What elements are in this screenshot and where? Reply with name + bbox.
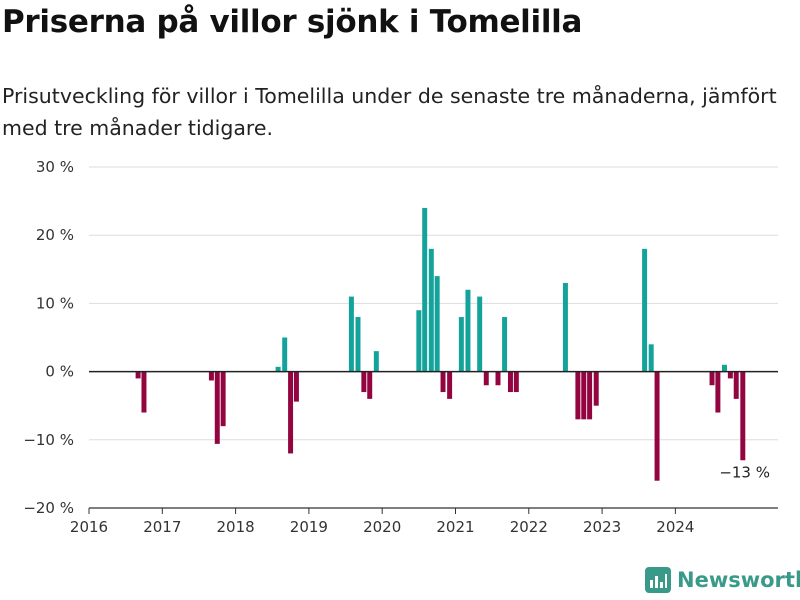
bar bbox=[465, 289, 471, 372]
bar bbox=[740, 371, 746, 461]
x-tick-label: 2017 bbox=[143, 518, 181, 536]
newsworthy-logo: Newsworthy bbox=[645, 567, 800, 593]
y-tick-label: 20 % bbox=[36, 226, 74, 244]
bar bbox=[373, 351, 379, 372]
bar bbox=[416, 310, 422, 372]
y-tick-label: 30 % bbox=[36, 158, 74, 176]
x-tick-label: 2021 bbox=[436, 518, 474, 536]
newsworthy-logo-icon bbox=[645, 567, 671, 593]
bar bbox=[447, 371, 453, 399]
bar bbox=[458, 317, 464, 372]
bar bbox=[477, 296, 483, 372]
bar bbox=[502, 317, 508, 372]
bar bbox=[422, 207, 428, 372]
x-tick-label: 2024 bbox=[656, 518, 694, 536]
bar bbox=[293, 371, 299, 402]
y-tick-label: 10 % bbox=[36, 294, 74, 312]
bar bbox=[495, 371, 501, 386]
bar bbox=[642, 248, 648, 372]
bar bbox=[348, 296, 354, 372]
bar bbox=[141, 371, 147, 413]
bar bbox=[727, 371, 733, 379]
bar bbox=[562, 282, 568, 372]
bar bbox=[214, 371, 220, 444]
value-annotation: −13 % bbox=[719, 463, 770, 481]
x-tick-label: 2019 bbox=[290, 518, 328, 536]
y-tick-label: −20 % bbox=[23, 499, 74, 517]
bar bbox=[440, 371, 446, 393]
x-tick-label: 2022 bbox=[510, 518, 548, 536]
bar bbox=[593, 371, 599, 406]
y-tick-label: −10 % bbox=[23, 431, 74, 449]
y-tick-label: 0 % bbox=[45, 363, 74, 381]
bar bbox=[135, 371, 141, 379]
bar bbox=[581, 371, 587, 420]
bar bbox=[654, 371, 660, 481]
bar bbox=[715, 371, 721, 413]
bar bbox=[208, 371, 214, 381]
page-title: Priserna på villor sjönk i Tomelilla bbox=[2, 4, 583, 40]
bar bbox=[483, 371, 489, 386]
bar bbox=[220, 371, 226, 427]
bar bbox=[434, 276, 440, 372]
page-subtitle: Prisutveckling för villor i Tomelilla un… bbox=[2, 84, 777, 140]
bar bbox=[648, 344, 654, 372]
x-tick-label: 2016 bbox=[70, 518, 108, 536]
bar bbox=[367, 371, 373, 399]
x-tick-label: 2020 bbox=[363, 518, 401, 536]
bar bbox=[507, 371, 513, 393]
brand-name: Newsworthy bbox=[677, 568, 800, 592]
bar bbox=[355, 317, 361, 372]
x-axis: 2016 2017 2018 2019 2020 2021 2022 2023 2024 bbox=[70, 370, 778, 536]
bar bbox=[722, 364, 727, 372]
gridlines bbox=[89, 166, 778, 441]
bar bbox=[428, 248, 434, 372]
bar bbox=[587, 371, 593, 420]
bar bbox=[282, 337, 288, 372]
bar bbox=[513, 371, 519, 393]
bar bbox=[709, 371, 715, 386]
bar bbox=[275, 366, 281, 372]
y-axis-tick-labels: −20 % −10 % 0 % 10 % 20 % 30 % bbox=[23, 158, 74, 517]
x-tick-label: 2023 bbox=[583, 518, 621, 536]
bar bbox=[288, 371, 294, 454]
bars bbox=[135, 207, 746, 481]
bar bbox=[575, 371, 581, 420]
annotations: −13 % bbox=[719, 463, 770, 481]
bar bbox=[733, 371, 739, 399]
bar bbox=[361, 371, 367, 393]
x-tick-label: 2018 bbox=[217, 518, 255, 536]
